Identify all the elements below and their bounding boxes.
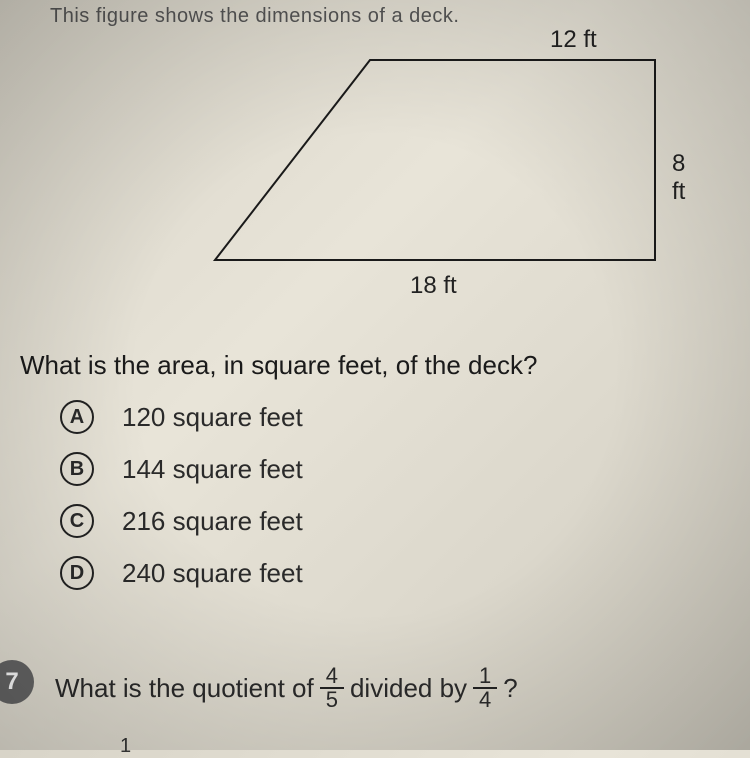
fraction-numerator: 4 <box>320 665 344 689</box>
choice-c[interactable]: C 216 square feet <box>60 504 303 538</box>
cropped-intro-text: This figure shows the dimensions of a de… <box>50 5 459 28</box>
dim-label-top: 12 ft <box>550 26 597 54</box>
answer-choices: A 120 square feet B 144 square feet C 21… <box>60 400 303 608</box>
cropped-bottom-text: 1 <box>120 735 131 758</box>
choice-text: 216 square feet <box>122 506 303 537</box>
dim-label-right: 8 ft <box>672 150 700 206</box>
choice-letter: D <box>60 556 94 590</box>
q7-prefix: What is the quotient of <box>55 673 314 704</box>
dim-label-bottom: 18 ft <box>410 272 457 300</box>
choice-text: 240 square feet <box>122 558 303 589</box>
question-7-text: What is the quotient of 4 5 divided by 1… <box>55 665 518 711</box>
choice-letter: B <box>60 452 94 486</box>
q7-suffix: ? <box>503 673 517 704</box>
fraction-1-4: 1 4 <box>473 665 497 711</box>
q7-mid: divided by <box>350 673 467 704</box>
choice-a[interactable]: A 120 square feet <box>60 400 303 434</box>
trapezoid-svg <box>100 30 700 310</box>
worksheet-page: This figure shows the dimensions of a de… <box>0 0 750 750</box>
question-text: What is the area, in square feet, of the… <box>20 350 537 381</box>
choice-letter: A <box>60 400 94 434</box>
choice-text: 144 square feet <box>122 454 303 485</box>
question-number-badge: 7 <box>0 660 34 704</box>
choice-d[interactable]: D 240 square feet <box>60 556 303 590</box>
deck-figure: 12 ft 8 ft 18 ft <box>100 30 700 310</box>
choice-b[interactable]: B 144 square feet <box>60 452 303 486</box>
fraction-denominator: 5 <box>320 689 344 711</box>
choice-text: 120 square feet <box>122 402 303 433</box>
choice-letter: C <box>60 504 94 538</box>
fraction-denominator: 4 <box>473 689 497 711</box>
fraction-4-5: 4 5 <box>320 665 344 711</box>
fraction-numerator: 1 <box>473 665 497 689</box>
